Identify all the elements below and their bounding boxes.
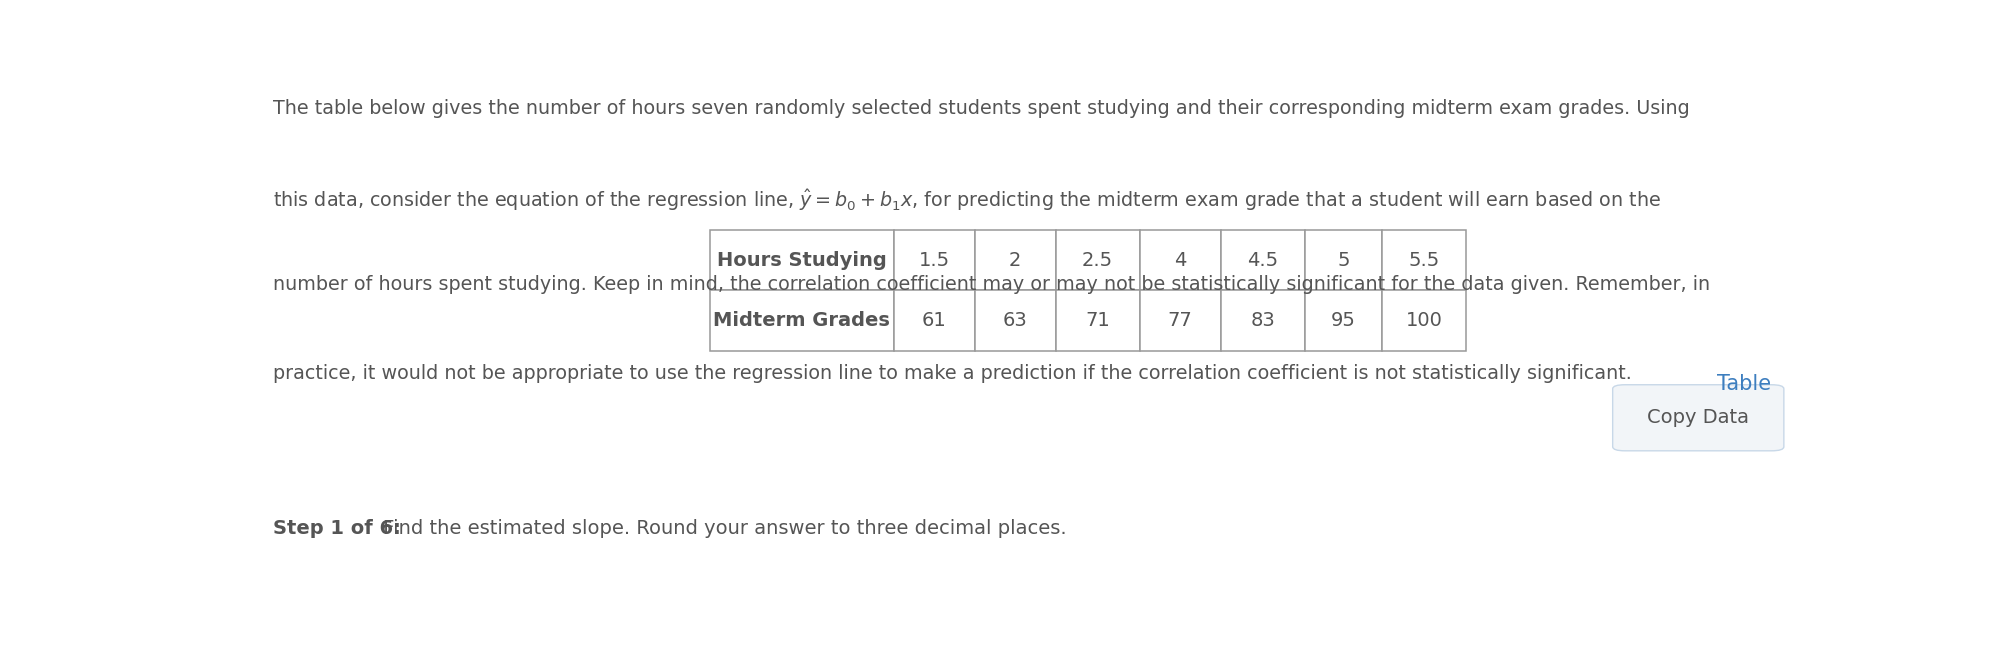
Text: 100: 100 [1405,311,1443,330]
FancyBboxPatch shape [1612,384,1782,451]
Bar [710,290,893,351]
Text: Copy Data: Copy Data [1646,408,1748,427]
Text: number of hours spent studying. Keep in mind, the correlation coefficient may or: number of hours spent studying. Keep in … [273,275,1710,294]
Bar [1305,230,1381,290]
Text: 63: 63 [1001,311,1028,330]
Text: Table: Table [1716,373,1770,394]
Text: 95: 95 [1331,311,1355,330]
Text: Hours Studying: Hours Studying [716,251,887,270]
Bar [710,230,893,290]
Text: 1.5: 1.5 [917,251,949,270]
Bar [973,290,1056,351]
Text: 71: 71 [1084,311,1110,330]
Text: 4.5: 4.5 [1246,251,1278,270]
Bar [1305,290,1381,351]
Text: 83: 83 [1250,311,1274,330]
Bar [1140,230,1220,290]
Text: 4: 4 [1174,251,1186,270]
Bar [1220,290,1305,351]
Text: 77: 77 [1168,311,1192,330]
Text: 5.5: 5.5 [1409,251,1439,270]
Bar [893,230,973,290]
Text: 61: 61 [921,311,945,330]
Text: practice, it would not be appropriate to use the regression line to make a predi: practice, it would not be appropriate to… [273,364,1632,383]
Bar [1140,290,1220,351]
Text: Step 1 of 6:: Step 1 of 6: [273,519,401,538]
Bar [1056,290,1140,351]
Text: 5: 5 [1337,251,1349,270]
Bar [893,290,973,351]
Text: 2: 2 [1008,251,1022,270]
Text: Find the estimated slope. Round your answer to three decimal places.: Find the estimated slope. Round your ans… [377,519,1066,538]
Text: The table below gives the number of hours seven randomly selected students spent: The table below gives the number of hour… [273,99,1688,118]
Bar [1220,230,1305,290]
Bar [1056,230,1140,290]
Text: 2.5: 2.5 [1082,251,1112,270]
Bar [973,230,1056,290]
Text: this data, consider the equation of the regression line, $\hat{y} = b_0 + b_1x$,: this data, consider the equation of the … [273,187,1660,213]
Bar [1381,290,1465,351]
Bar [1381,230,1465,290]
Text: Midterm Grades: Midterm Grades [712,311,889,330]
